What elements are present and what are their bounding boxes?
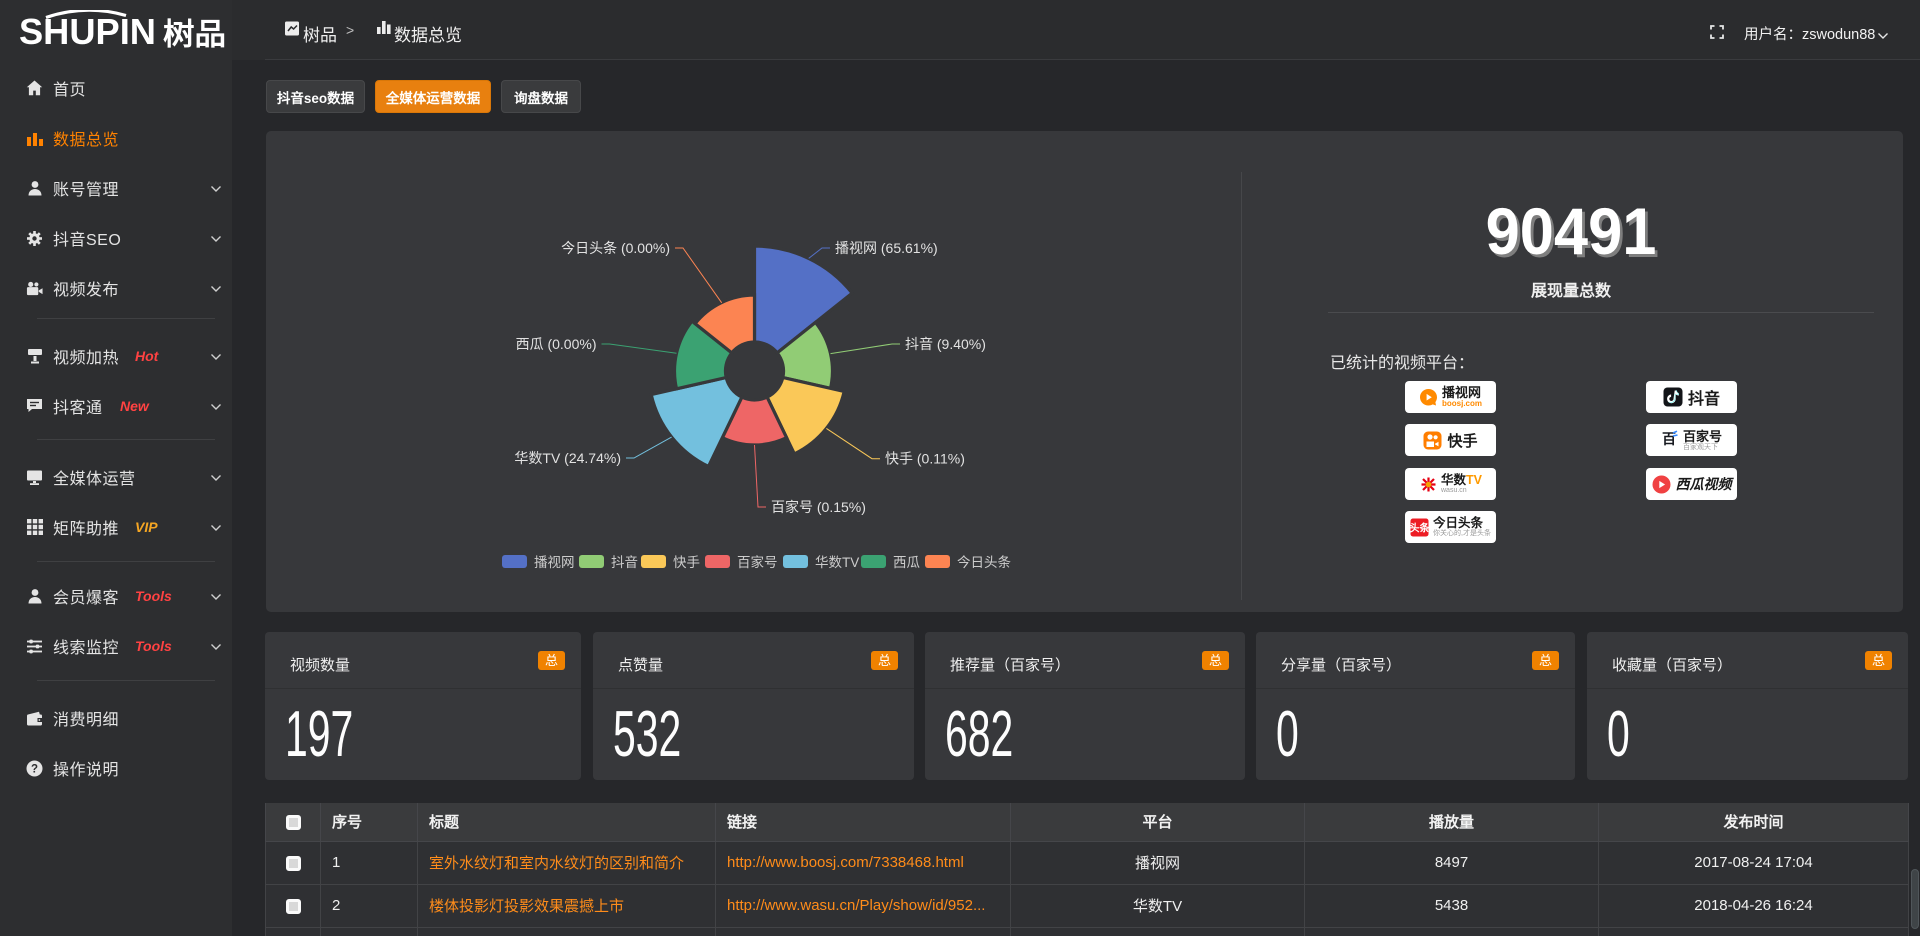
svg-text:百家号 (0.15%): 百家号 (0.15%) — [771, 499, 866, 515]
svg-text:华数TV (24.74%): 华数TV (24.74%) — [514, 450, 621, 466]
svg-text:SHUPIN: SHUPIN — [19, 11, 156, 50]
svg-text:抖音 (9.40%): 抖音 (9.40%) — [905, 336, 986, 352]
svg-text:头条: 头条 — [1410, 521, 1429, 534]
svg-text:树品: 树品 — [163, 19, 226, 51]
svg-text:今日头条 (0.00%): 今日头条 (0.00%) — [561, 240, 670, 256]
svg-text:百: 百 — [1662, 431, 1676, 447]
svg-text:快手 (0.11%): 快手 (0.11%) — [885, 451, 965, 467]
svg-text:?: ? — [31, 763, 38, 775]
svg-text:播视网 (65.61%): 播视网 (65.61%) — [835, 240, 938, 256]
svg-text:西瓜 (0.00%): 西瓜 (0.00%) — [516, 336, 597, 352]
